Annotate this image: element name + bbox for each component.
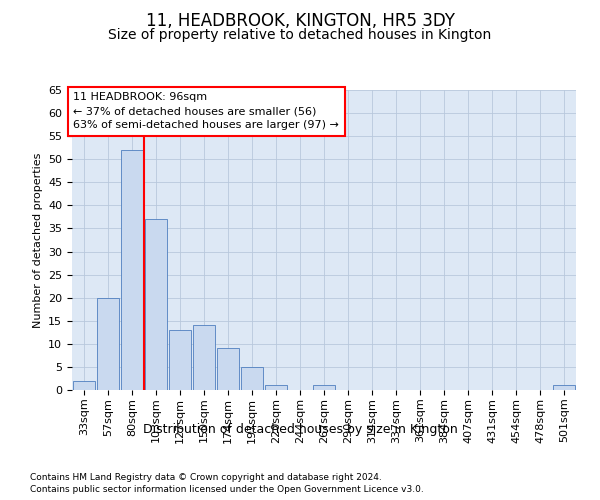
- Text: Size of property relative to detached houses in Kington: Size of property relative to detached ho…: [109, 28, 491, 42]
- Bar: [121, 150, 143, 390]
- Text: Contains public sector information licensed under the Open Government Licence v3: Contains public sector information licen…: [30, 485, 424, 494]
- Bar: [145, 219, 167, 390]
- Y-axis label: Number of detached properties: Number of detached properties: [32, 152, 43, 328]
- Text: 11 HEADBROOK: 96sqm
← 37% of detached houses are smaller (56)
63% of semi-detach: 11 HEADBROOK: 96sqm ← 37% of detached ho…: [73, 92, 339, 130]
- Bar: [193, 326, 215, 390]
- Text: Distribution of detached houses by size in Kington: Distribution of detached houses by size …: [143, 422, 457, 436]
- Text: Contains HM Land Registry data © Crown copyright and database right 2024.: Contains HM Land Registry data © Crown c…: [30, 472, 382, 482]
- Bar: [97, 298, 119, 390]
- Bar: [553, 386, 575, 390]
- Bar: [265, 386, 287, 390]
- Bar: [169, 330, 191, 390]
- Bar: [217, 348, 239, 390]
- Bar: [313, 386, 335, 390]
- Bar: [241, 367, 263, 390]
- Text: 11, HEADBROOK, KINGTON, HR5 3DY: 11, HEADBROOK, KINGTON, HR5 3DY: [146, 12, 455, 30]
- Bar: [73, 381, 95, 390]
